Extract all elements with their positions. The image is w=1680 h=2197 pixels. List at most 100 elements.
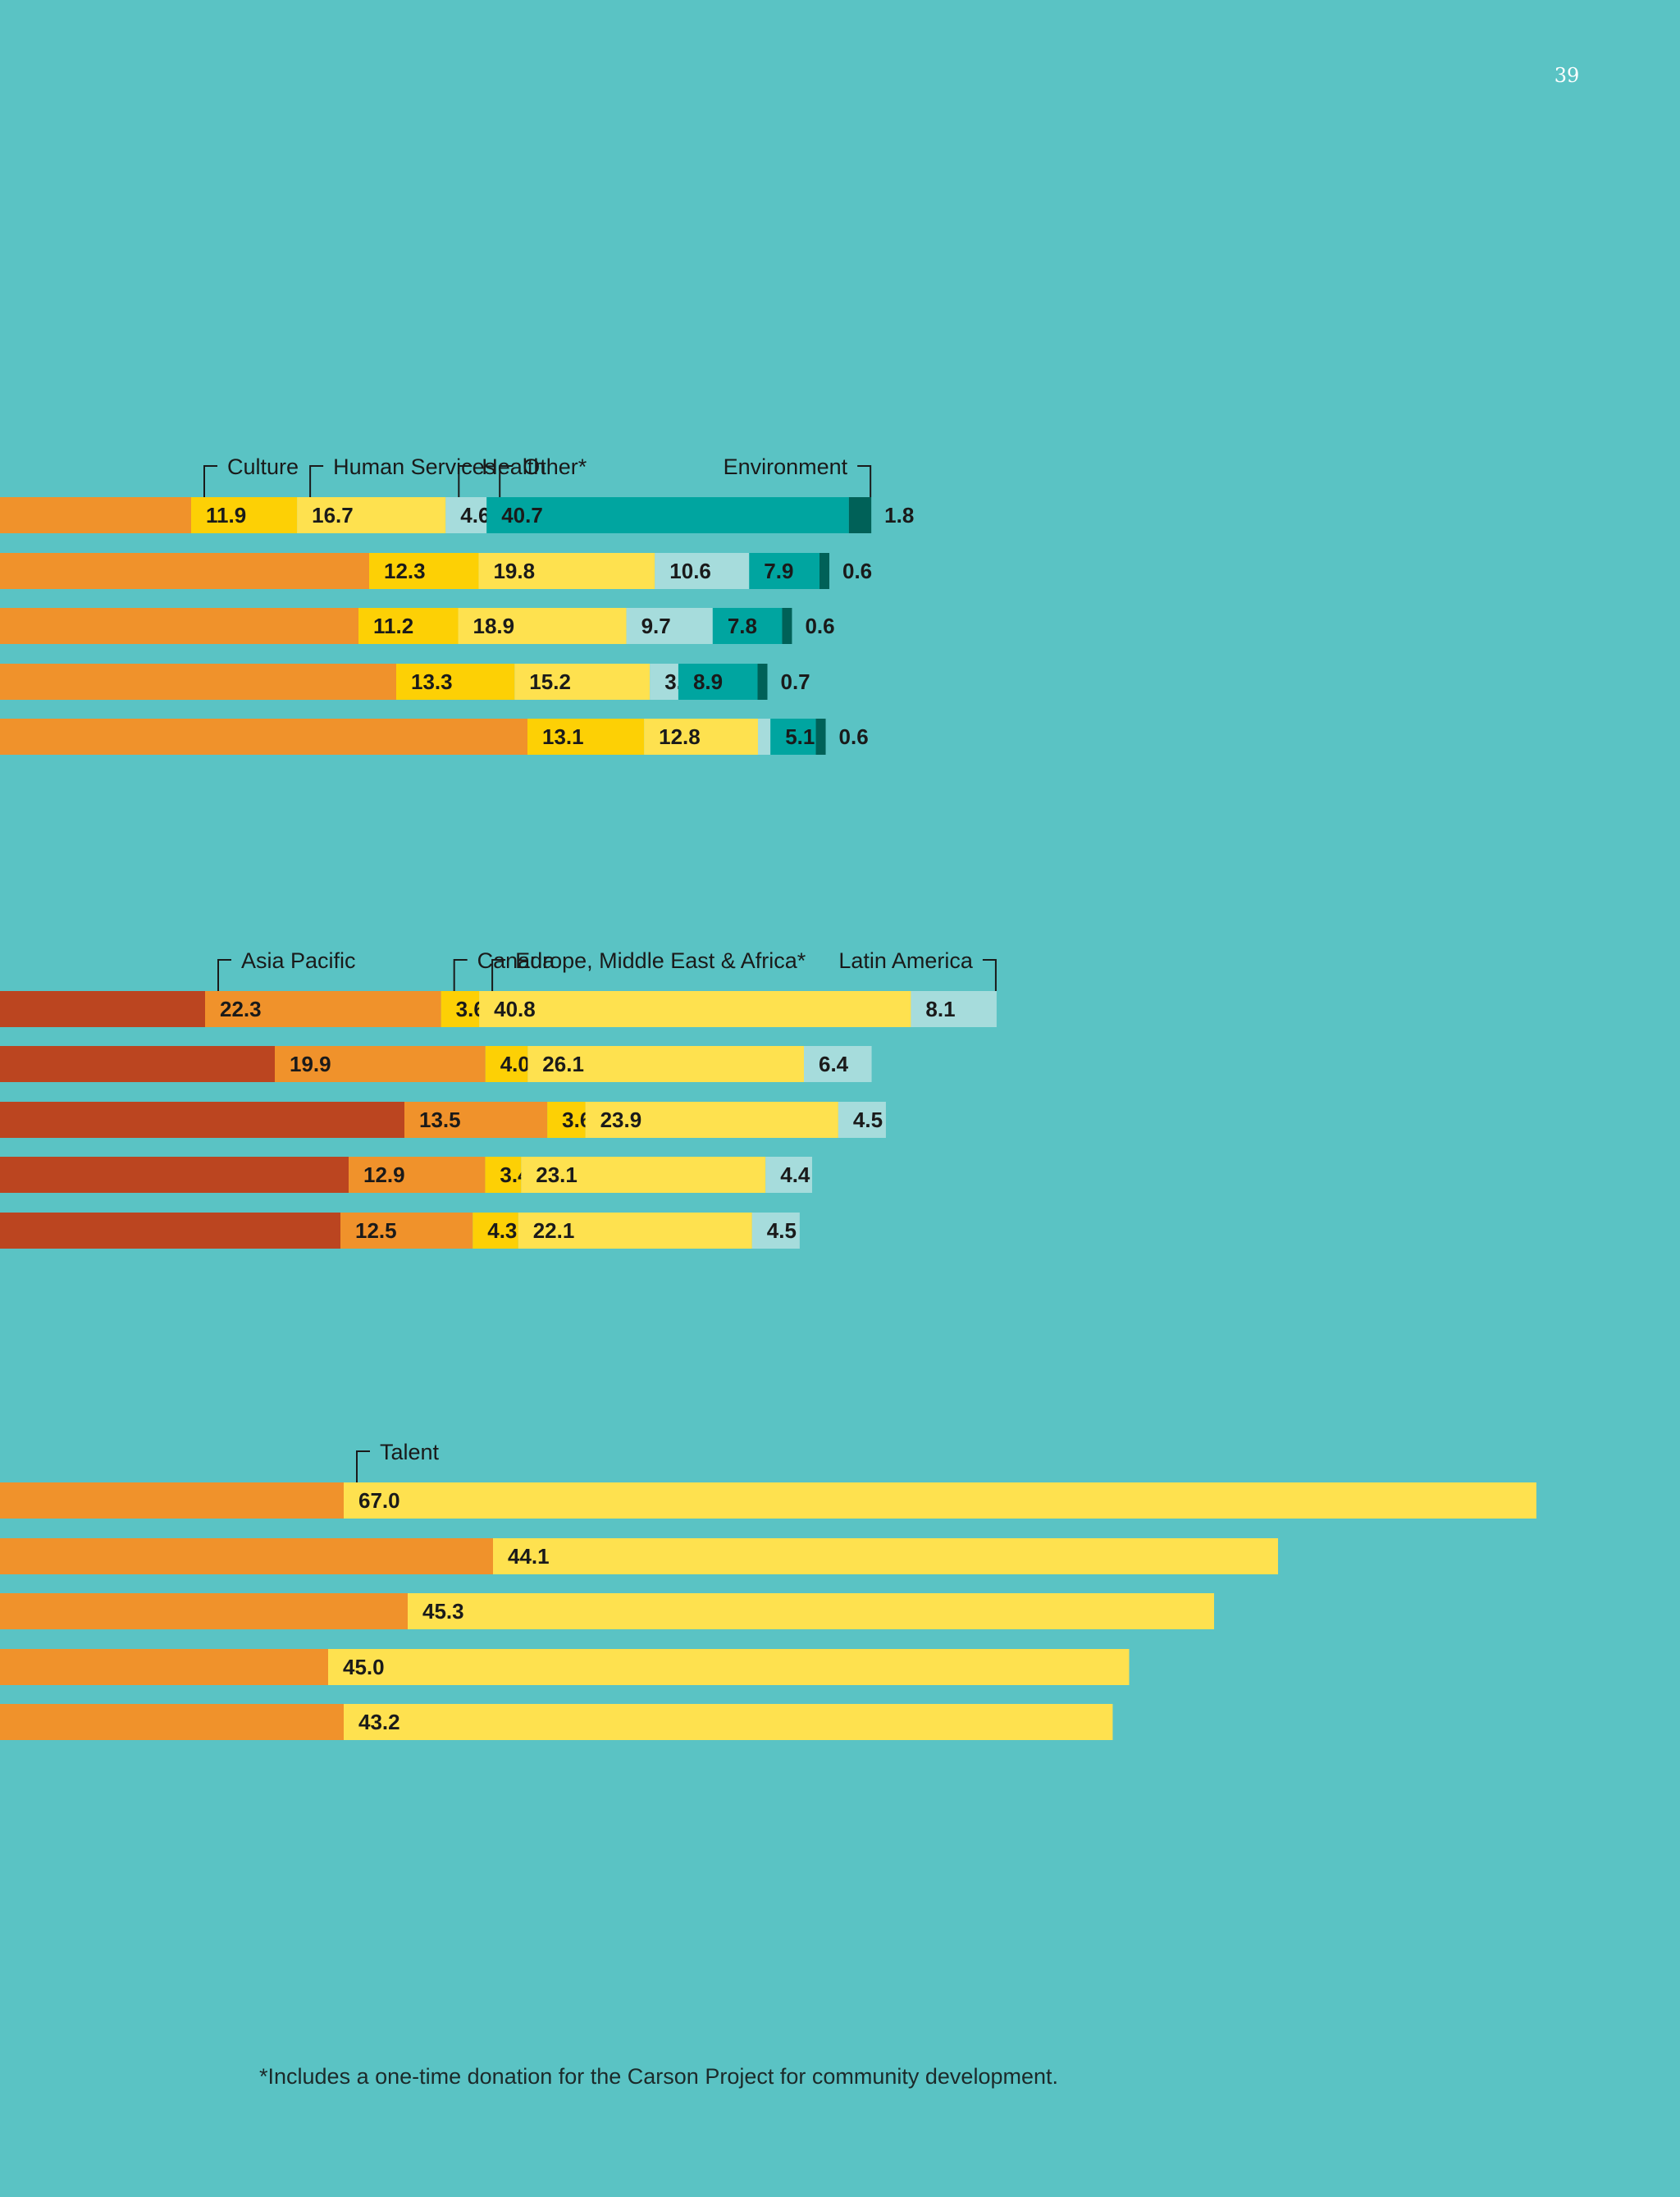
bar-lead-segment [0, 1046, 275, 1082]
chart-2: 22.3 3.6 40.8 8.119.9 4.0 26.1 6.413.5 3.6 23.9 4… [0, 948, 997, 1249]
value-label: 8.9 [693, 669, 723, 694]
bar-lead-segment [0, 1538, 493, 1574]
bar-segment-europe-middle-east-africa [527, 1046, 804, 1082]
bar-segment-talent [344, 1704, 1113, 1740]
bar-segment-other [486, 497, 849, 533]
bar-segment-asia-pacific [349, 1157, 486, 1193]
bar-segment-human-services [514, 664, 651, 700]
bar-lead-segment [0, 1213, 340, 1249]
category-callout: Other* [499, 454, 587, 497]
value-label: 4.4 [780, 1162, 810, 1187]
bar-lead-segment [0, 497, 191, 533]
value-label: 15.2 [529, 669, 571, 694]
bar-segment-canada [485, 1157, 522, 1193]
footnote: *Includes a one-time donation for the Ca… [259, 2064, 1059, 2089]
category-callout: Culture [203, 454, 299, 497]
value-label: 12.9 [363, 1162, 405, 1187]
bar-segment-health [445, 497, 487, 533]
value-label: 67.0 [358, 1488, 400, 1513]
bar-segment-human-services [297, 497, 446, 533]
value-label: 12.5 [355, 1218, 397, 1243]
value-label: 45.3 [422, 1599, 464, 1624]
value-label: 0.6 [842, 559, 872, 583]
category-label: Other* [523, 454, 587, 479]
value-label: 40.8 [494, 997, 536, 1021]
bar-segment-culture [358, 608, 459, 644]
bar-segment-talent [328, 1649, 1130, 1685]
bar-segment-latin-america [838, 1102, 886, 1138]
value-label: 26.1 [542, 1052, 584, 1076]
category-label: Environment [724, 454, 848, 479]
value-label: 12.3 [384, 559, 426, 583]
value-label: 6.4 [819, 1052, 849, 1076]
bar-lead-segment [0, 1649, 328, 1685]
value-label: 0.6 [805, 614, 834, 638]
category-callout: Europe, Middle East & Africa* [491, 948, 806, 991]
value-label: 10.6 [669, 559, 711, 583]
bar-lead-segment [0, 1157, 349, 1193]
value-label: 16.7 [312, 503, 354, 528]
value-label: 0.7 [781, 669, 810, 694]
value-label: 11.9 [206, 503, 246, 528]
bar-segment-canada [472, 1213, 518, 1249]
bar-segment-health [758, 719, 771, 755]
value-label: 4.5 [767, 1218, 797, 1243]
bar-segment-canada [547, 1102, 586, 1138]
value-label: 43.2 [358, 1710, 400, 1734]
value-label: 4.0 [500, 1052, 530, 1076]
category-callout: Canada [453, 948, 556, 991]
bar-segment-culture [369, 553, 479, 589]
bar-segment-asia-pacific [275, 1046, 486, 1082]
bar-lead-segment [0, 664, 396, 700]
category-label: Canada [477, 948, 556, 973]
value-label: 5.1 [785, 724, 815, 749]
category-label: Europe, Middle East & Africa* [515, 948, 806, 973]
bar-segment-environment [819, 553, 830, 589]
bar-segment-environment [782, 608, 792, 644]
value-label: 40.7 [501, 503, 543, 528]
bar-lead-segment [0, 991, 205, 1027]
value-label: 7.9 [764, 559, 793, 583]
bar-segment-other [712, 608, 783, 644]
value-label: 11.2 [373, 614, 413, 638]
value-label: 13.1 [542, 724, 584, 749]
category-label: Latin America [838, 948, 974, 973]
bar-lead-segment [0, 1482, 344, 1519]
chart-3: 67.0 44.1 45.3 45.0 43.2 Talent [0, 1440, 1536, 1740]
category-callout: Human Services [309, 454, 495, 497]
bar-segment-human-services [478, 553, 655, 589]
bar-segment-talent [408, 1593, 1215, 1629]
bar-segment-europe-middle-east-africa [585, 1102, 838, 1138]
category-label: Talent [380, 1440, 440, 1464]
value-label: 19.9 [290, 1052, 331, 1076]
bar-segment-europe-middle-east-africa [479, 991, 911, 1027]
bar-segment-environment [757, 664, 768, 700]
value-label: 7.8 [728, 614, 757, 638]
value-label: 0.6 [839, 724, 869, 749]
value-label: 12.8 [659, 724, 701, 749]
bar-segment-asia-pacific [404, 1102, 548, 1138]
category-callout: Talent [356, 1440, 440, 1482]
value-label: 22.1 [533, 1218, 575, 1243]
bar-lead-segment [0, 1593, 408, 1629]
category-callout: Health [458, 454, 546, 497]
value-label: 44.1 [508, 1544, 550, 1569]
bar-lead-segment [0, 553, 369, 589]
bar-lead-segment [0, 719, 527, 755]
bar-segment-other [749, 553, 820, 589]
category-label: Culture [227, 454, 299, 479]
category-label: Health [482, 454, 546, 479]
bar-segment-latin-america [765, 1157, 813, 1193]
category-callout: Asia Pacific [217, 948, 356, 991]
value-label: 9.7 [641, 614, 671, 638]
value-label: 4.6 [460, 503, 490, 528]
value-label: 4.3 [487, 1218, 517, 1243]
bar-segment-europe-middle-east-africa [521, 1157, 766, 1193]
bar-segment-culture [527, 719, 645, 755]
bar-segment-other [678, 664, 758, 700]
bar-segment-culture [396, 664, 515, 700]
bar-segment-health [650, 664, 678, 700]
category-callout: Latin America [838, 948, 997, 991]
page-number: 39 [1554, 64, 1580, 87]
value-label: 18.9 [473, 614, 515, 638]
